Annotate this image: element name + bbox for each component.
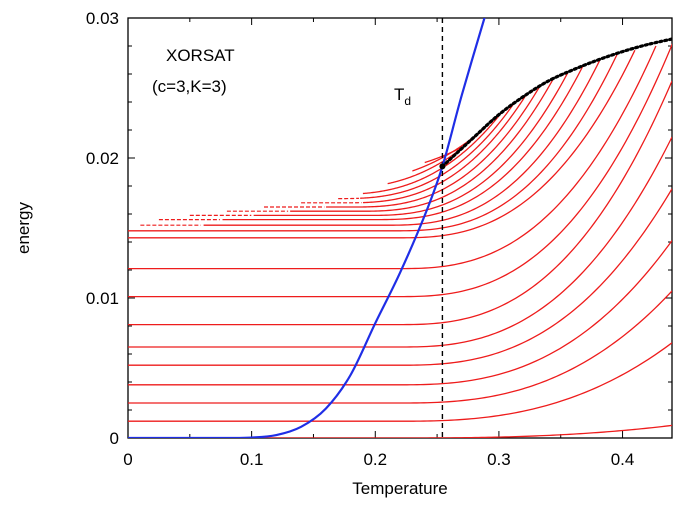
x-axis-ticks: 0 0.1 0.2 0.3 0.4 xyxy=(123,18,634,469)
y-tick-label: 0 xyxy=(110,429,119,448)
y-axis-title: energy xyxy=(14,202,33,254)
x-tick-label: 0.2 xyxy=(363,450,387,469)
y-tick-label: 0.03 xyxy=(86,9,119,28)
red-energy-curve xyxy=(128,424,672,438)
red-energy-curve xyxy=(360,103,515,199)
red-energy-curve xyxy=(128,43,672,298)
td-marker-sub: d xyxy=(404,94,411,108)
red-energy-curve xyxy=(362,94,527,204)
td-marker-base: T xyxy=(394,85,404,104)
red-energy-curve xyxy=(362,112,502,195)
x-tick-label: 0.1 xyxy=(240,450,264,469)
x-axis-title: Temperature xyxy=(352,479,447,498)
params-label: (c=3,K=3) xyxy=(152,77,227,96)
x-tick-label: 0.3 xyxy=(487,450,511,469)
x-tick-label: 0 xyxy=(123,450,132,469)
red-energy-curve xyxy=(128,290,672,404)
red-energy-curve xyxy=(128,49,636,239)
red-energy-curve xyxy=(290,78,554,212)
x-tick-label: 0.4 xyxy=(611,450,635,469)
y-tick-label: 0.02 xyxy=(86,149,119,168)
red-energy-curve xyxy=(128,188,672,366)
chart-curves xyxy=(128,18,672,438)
red-energy-curve xyxy=(128,80,672,326)
model-label: XORSAT xyxy=(166,46,235,65)
y-axis-ticks: 0 0.01 0.02 0.03 xyxy=(86,9,672,448)
red-energy-curve xyxy=(222,65,584,221)
y-tick-label: 0.01 xyxy=(86,289,119,308)
red-energy-curve xyxy=(128,45,657,270)
red-energy-curve xyxy=(387,123,490,185)
dotted-black-curve xyxy=(440,37,672,168)
td-intersection-point xyxy=(439,163,446,170)
red-energy-curve xyxy=(128,136,672,348)
td-marker-label: Td xyxy=(394,85,411,108)
blue-curve xyxy=(128,18,486,438)
red-energy-curve xyxy=(253,71,569,217)
red-energy-curve xyxy=(203,58,601,226)
red-energy-curve xyxy=(128,240,672,386)
red-energy-curve xyxy=(128,342,672,422)
red-energy-curve xyxy=(128,52,619,232)
